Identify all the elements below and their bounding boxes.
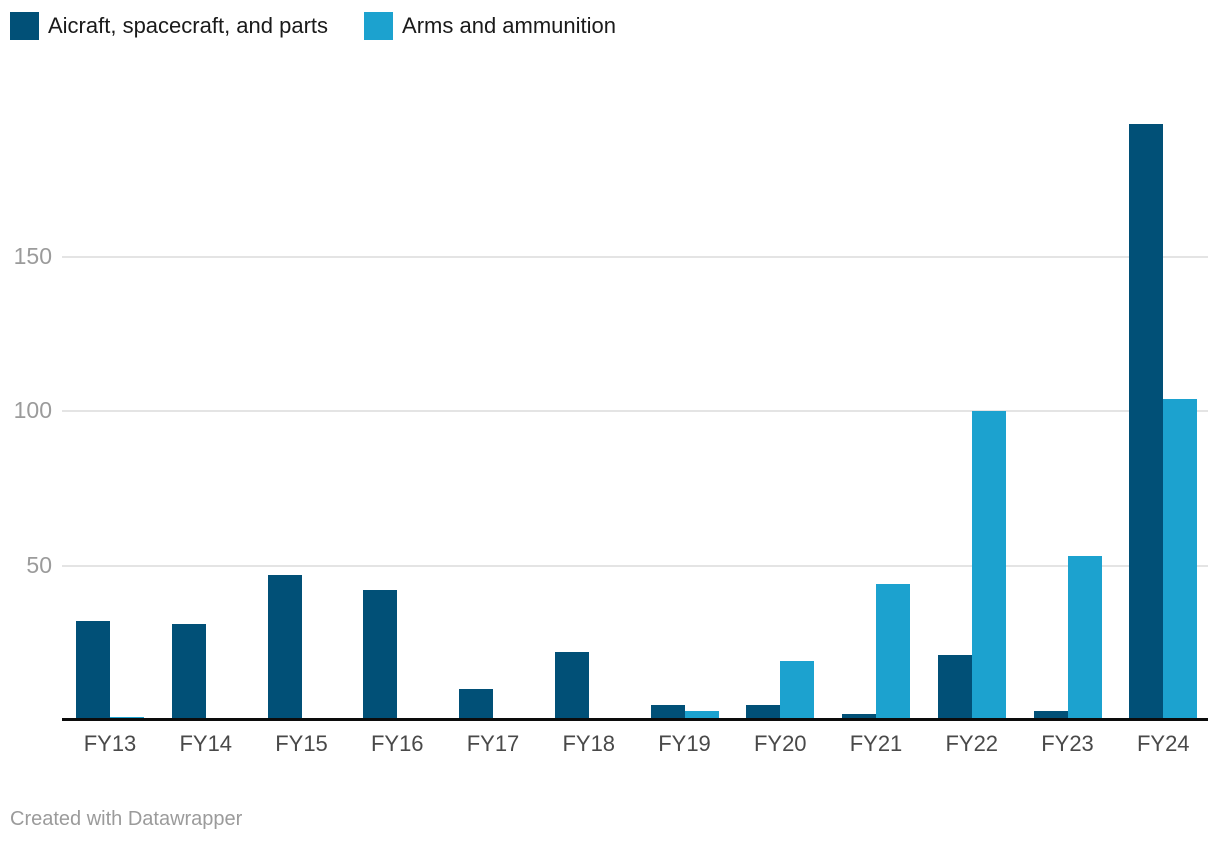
bar-fy14-aircraft[interactable] xyxy=(171,624,206,720)
x-axis-label-fy22: FY22 xyxy=(945,731,999,756)
legend-item-arms: Arms and ammunition xyxy=(364,12,616,40)
bar-fy13-aircraft[interactable] xyxy=(76,621,110,720)
bar-fy24-arms[interactable] xyxy=(1163,398,1198,720)
bar-fy18-aircraft[interactable] xyxy=(554,652,589,720)
bar-fy19-aircraft[interactable] xyxy=(650,704,685,720)
gridline-100 xyxy=(62,410,1208,412)
bar-fy23-aircraft[interactable] xyxy=(1033,710,1068,720)
y-axis-tick-100: 100 xyxy=(13,397,52,423)
y-axis-tick-150: 150 xyxy=(13,242,52,269)
bar-fy20-arms[interactable] xyxy=(780,661,815,720)
gridline-50 xyxy=(62,564,1208,567)
x-axis-label-fy24: FY24 xyxy=(1136,731,1190,756)
bar-fy16-aircraft[interactable] xyxy=(363,590,398,720)
datawrapper-credit-link[interactable]: Created with Datawrapper xyxy=(10,808,243,830)
bar-fy22-aircraft[interactable] xyxy=(937,655,972,720)
bar-fy21-aircraft[interactable] xyxy=(842,713,876,720)
y-axis-tick-50: 50 xyxy=(26,551,52,578)
legend-swatch-arms-icon xyxy=(364,12,394,40)
x-axis-label-fy20: FY20 xyxy=(753,731,807,756)
gridline-150 xyxy=(62,255,1208,258)
x-axis-label-fy17: FY17 xyxy=(466,731,520,756)
bar-fy20-aircraft[interactable] xyxy=(746,704,781,720)
bar-fy19-arms[interactable] xyxy=(684,710,719,720)
x-axis-label-fy15: FY15 xyxy=(275,731,328,756)
x-axis-label-fy23: FY23 xyxy=(1041,731,1094,756)
legend-swatch-aircraft-icon xyxy=(10,12,39,40)
x-axis-label-fy19: FY19 xyxy=(658,731,711,756)
bar-fy21-arms[interactable] xyxy=(876,584,910,720)
bar-fy24-aircraft[interactable] xyxy=(1129,123,1164,720)
x-axis-line xyxy=(62,718,1208,721)
x-axis-label-fy14: FY14 xyxy=(179,731,233,756)
x-axis-label-fy13: FY13 xyxy=(83,731,137,756)
legend-label-aircraft: Aicraft, spacecraft, and parts xyxy=(48,13,329,38)
legend-label-arms: Arms and ammunition xyxy=(402,13,617,38)
bar-fy15-aircraft[interactable] xyxy=(267,574,302,720)
bar-fy22-arms[interactable] xyxy=(971,411,1006,720)
bar-fy17-aircraft[interactable] xyxy=(459,689,493,720)
legend-item-aircraft: Aicraft, spacecraft, and parts xyxy=(10,12,328,40)
x-axis-label-fy21: FY21 xyxy=(849,731,903,756)
x-axis-label-fy18: FY18 xyxy=(562,731,616,756)
x-axis-label-fy16: FY16 xyxy=(370,731,424,756)
legend: Aicraft, spacecraft, and parts Arms and … xyxy=(10,12,616,40)
bar-fy23-arms[interactable] xyxy=(1067,556,1102,720)
